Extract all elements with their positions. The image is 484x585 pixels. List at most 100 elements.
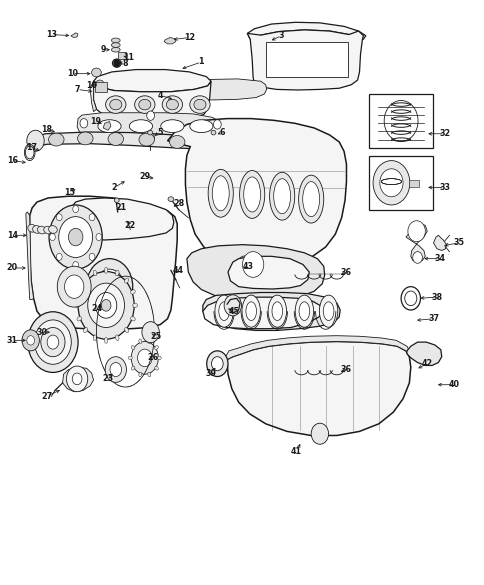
Polygon shape	[70, 198, 173, 240]
Circle shape	[137, 349, 152, 367]
Ellipse shape	[93, 335, 97, 340]
Circle shape	[95, 269, 124, 304]
Ellipse shape	[148, 339, 151, 343]
Text: 18: 18	[41, 125, 52, 133]
Text: 11: 11	[123, 53, 134, 62]
Text: 26: 26	[147, 353, 158, 362]
Circle shape	[34, 320, 71, 364]
Text: 42: 42	[421, 359, 432, 368]
Ellipse shape	[133, 303, 137, 307]
Polygon shape	[227, 342, 410, 435]
Circle shape	[206, 351, 227, 377]
Ellipse shape	[154, 346, 158, 350]
Text: 41: 41	[290, 447, 302, 456]
Ellipse shape	[138, 339, 141, 343]
Text: 23: 23	[102, 374, 113, 383]
Ellipse shape	[243, 177, 260, 212]
Circle shape	[41, 328, 65, 357]
Text: 40: 40	[448, 380, 459, 389]
Ellipse shape	[106, 96, 126, 113]
Text: 21: 21	[115, 204, 126, 212]
Ellipse shape	[245, 302, 256, 321]
Ellipse shape	[32, 226, 41, 233]
Ellipse shape	[194, 99, 206, 110]
Polygon shape	[62, 367, 93, 392]
Polygon shape	[167, 119, 346, 264]
Polygon shape	[236, 254, 270, 277]
Circle shape	[27, 336, 34, 345]
Text: 6: 6	[219, 128, 225, 136]
Circle shape	[28, 312, 78, 373]
Text: 7: 7	[74, 85, 80, 94]
Polygon shape	[186, 245, 324, 301]
Ellipse shape	[148, 130, 152, 135]
Ellipse shape	[138, 99, 151, 110]
Circle shape	[142, 322, 159, 343]
Ellipse shape	[272, 302, 282, 321]
Circle shape	[104, 280, 115, 294]
Text: 45: 45	[228, 307, 239, 316]
Circle shape	[213, 120, 221, 129]
Ellipse shape	[111, 47, 120, 52]
Circle shape	[96, 233, 102, 240]
Ellipse shape	[295, 295, 313, 327]
Ellipse shape	[77, 316, 81, 321]
Ellipse shape	[130, 316, 135, 321]
Text: 31: 31	[7, 336, 18, 345]
Text: 10: 10	[86, 81, 97, 90]
Ellipse shape	[124, 278, 128, 283]
Circle shape	[64, 275, 84, 298]
Polygon shape	[433, 235, 446, 250]
Ellipse shape	[189, 96, 210, 113]
Ellipse shape	[37, 226, 46, 234]
Ellipse shape	[115, 335, 119, 340]
Circle shape	[105, 357, 126, 383]
Text: 17: 17	[27, 143, 38, 152]
Polygon shape	[227, 256, 309, 289]
Text: 44: 44	[173, 266, 184, 275]
Ellipse shape	[323, 302, 333, 321]
Circle shape	[27, 130, 44, 152]
Text: 14: 14	[7, 231, 18, 240]
Ellipse shape	[169, 136, 184, 149]
Polygon shape	[77, 113, 220, 140]
Circle shape	[49, 233, 55, 240]
Text: 16: 16	[7, 156, 18, 165]
Text: 10: 10	[67, 69, 77, 78]
Polygon shape	[26, 212, 33, 300]
Polygon shape	[71, 33, 78, 37]
Bar	[95, 82, 107, 92]
Text: 34: 34	[433, 254, 444, 263]
Circle shape	[147, 111, 154, 121]
Polygon shape	[202, 292, 339, 331]
Circle shape	[22, 330, 39, 351]
Bar	[408, 180, 418, 187]
Circle shape	[89, 214, 95, 221]
Ellipse shape	[131, 346, 135, 350]
Text: 36: 36	[340, 365, 351, 374]
Circle shape	[407, 221, 424, 242]
Ellipse shape	[166, 99, 178, 110]
Text: 33: 33	[438, 183, 449, 192]
Bar	[368, 94, 432, 148]
Ellipse shape	[269, 172, 294, 220]
Circle shape	[56, 253, 62, 260]
Ellipse shape	[48, 226, 57, 233]
Text: 12: 12	[183, 33, 195, 42]
Polygon shape	[405, 223, 426, 262]
Ellipse shape	[242, 295, 260, 327]
Bar	[368, 156, 432, 209]
Ellipse shape	[148, 372, 151, 377]
Ellipse shape	[115, 270, 119, 276]
Ellipse shape	[138, 372, 141, 377]
Polygon shape	[247, 30, 363, 90]
Circle shape	[379, 169, 402, 197]
Polygon shape	[225, 336, 410, 360]
Text: 13: 13	[46, 30, 57, 39]
Polygon shape	[103, 122, 111, 130]
Ellipse shape	[28, 225, 36, 232]
Circle shape	[88, 283, 124, 328]
Polygon shape	[406, 342, 441, 366]
Circle shape	[89, 253, 95, 260]
Ellipse shape	[214, 295, 233, 327]
